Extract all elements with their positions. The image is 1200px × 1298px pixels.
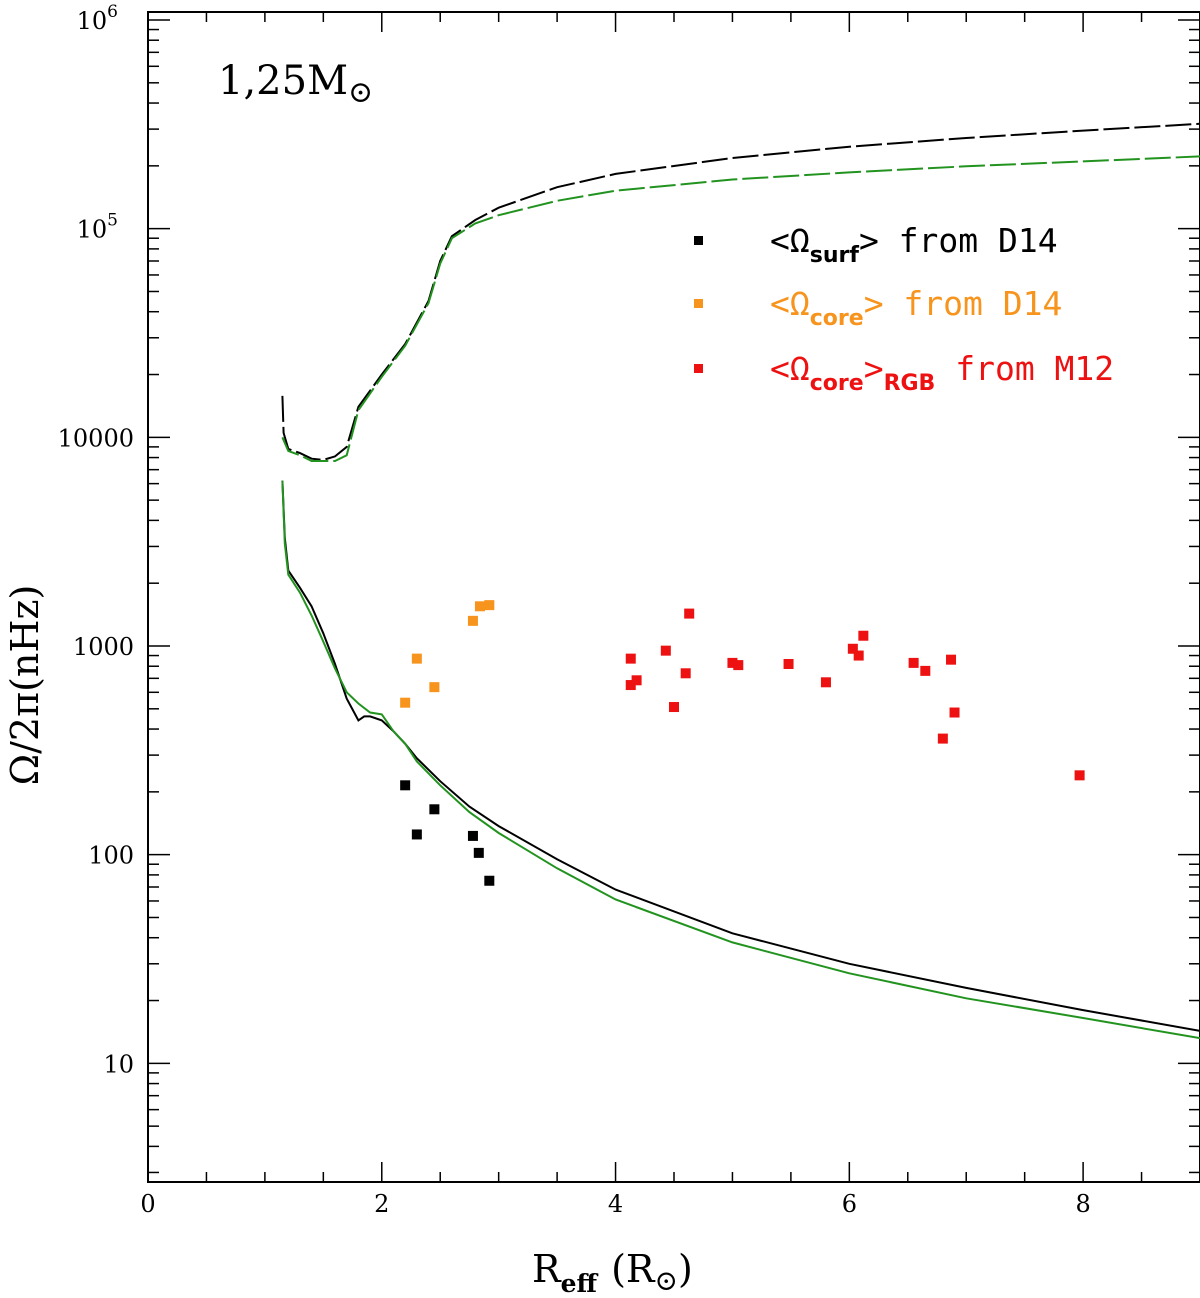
data-point-series-3: [858, 630, 869, 641]
data-point-series-3: [680, 668, 691, 679]
tick-labels: 0 2 4 6 8 10 100 1000 10000 105 106: [58, 2, 1091, 1218]
x-axis-title: Reff (R⊙): [532, 1247, 693, 1298]
legend-marker: [694, 364, 703, 373]
model-curve-dashed-2: [281, 155, 1200, 462]
y-tick-label: 10000: [58, 424, 134, 452]
x-axis-title-sub: eff: [561, 1269, 599, 1298]
legend: <Ωsurf> from D14 <Ωcore> from D14 <Ωcore>R…: [694, 221, 1114, 396]
axis-ticks: [148, 12, 1200, 1182]
data-point-series-1: [429, 804, 440, 815]
model-curves: [281, 122, 1200, 1040]
data-point-series-2: [484, 600, 495, 611]
legend-entry: <Ωsurf> from D14: [770, 221, 1058, 268]
data-point-series-3: [946, 654, 957, 665]
data-point-series-1: [484, 875, 495, 886]
data-point-series-3: [920, 665, 931, 676]
legend-entry: <Ωcore> from D14: [770, 284, 1062, 331]
data-point-series-3: [669, 702, 679, 713]
data-point-series-3: [783, 658, 794, 669]
y-tick-label: 105: [77, 211, 118, 244]
data-points: [400, 600, 1085, 886]
data-point-series-3: [949, 707, 960, 718]
data-point-series-1: [411, 829, 422, 840]
data-point-series-1: [467, 830, 478, 841]
data-point-series-3: [820, 677, 831, 688]
data-point-series-3: [937, 733, 948, 744]
data-point-series-1: [473, 847, 484, 858]
data-point-series-3: [625, 653, 636, 664]
data-point-series-2: [474, 601, 485, 612]
sun-symbol-icon: ⊙: [348, 75, 373, 110]
data-point-series-2: [411, 653, 422, 664]
y-tick-label: 1000: [73, 633, 134, 661]
model-curve-solid-4: [281, 480, 1200, 1040]
data-point-series-3: [660, 645, 671, 656]
y-tick-label: 100: [88, 842, 134, 870]
data-point-series-3: [853, 650, 864, 661]
sun-symbol-icon: ⊙: [655, 1264, 678, 1297]
data-point-series-3: [847, 643, 858, 654]
y-axis-title: Ω/2π(nHz): [3, 585, 47, 786]
data-point-series-3: [727, 657, 738, 668]
y-tick-label: 106: [77, 2, 118, 35]
x-tick-label: 4: [608, 1190, 623, 1218]
data-point-series-3: [631, 675, 642, 686]
x-tick-label: 8: [1075, 1190, 1090, 1218]
mass-annotation: 1,25M⊙: [218, 58, 373, 110]
legend-marker: [694, 236, 703, 245]
data-point-series-3: [908, 657, 919, 668]
legend-marker: [694, 299, 703, 308]
data-point-series-2: [429, 682, 440, 693]
x-tick-label: 6: [842, 1190, 857, 1218]
data-point-series-3: [684, 608, 695, 619]
data-point-series-3: [625, 680, 636, 691]
model-curve-solid-3: [281, 480, 1200, 1032]
x-tick-label: 0: [140, 1190, 155, 1218]
data-point-series-3: [1074, 770, 1085, 781]
data-point-series-3: [733, 660, 744, 671]
x-tick-label: 2: [374, 1190, 389, 1218]
data-point-series-1: [400, 780, 411, 791]
data-point-series-2: [400, 697, 411, 708]
y-tick-label: 10: [103, 1050, 134, 1078]
legend-entry: <Ωcore>RGB from M12: [770, 349, 1114, 396]
data-point-series-2: [467, 615, 478, 626]
